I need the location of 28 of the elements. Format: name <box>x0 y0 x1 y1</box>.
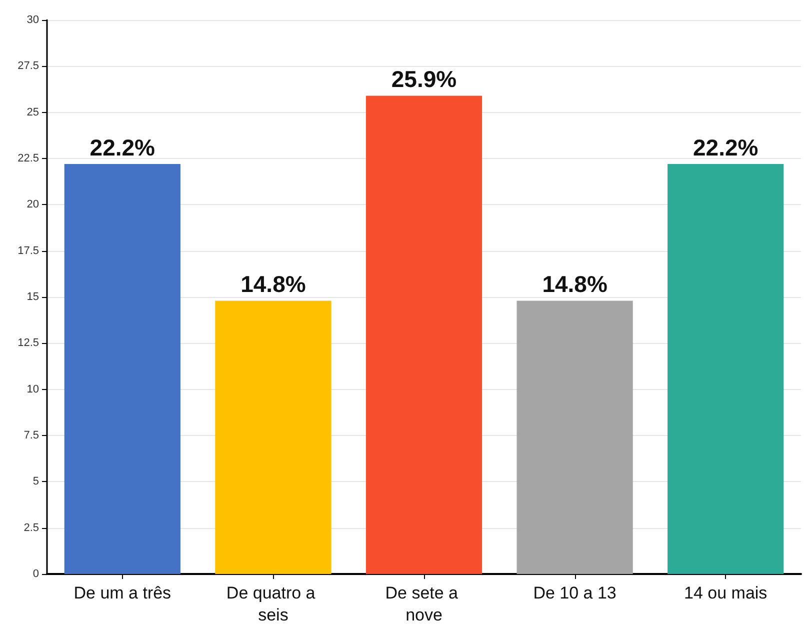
bar <box>366 96 482 574</box>
y-tick-label: 5 <box>32 476 39 488</box>
y-tick-label: 15 <box>26 291 39 303</box>
bar <box>516 300 633 574</box>
data-label: 22.2% <box>692 134 758 161</box>
x-tick-label: De quatro a seis <box>226 584 320 624</box>
data-label: 14.8% <box>542 271 608 298</box>
bar <box>215 300 332 574</box>
y-tick-label: 0 <box>32 568 39 580</box>
data-label: 25.9% <box>391 66 457 92</box>
bar <box>668 164 784 574</box>
y-tick-label: 10 <box>26 383 39 396</box>
y-tick-label: 30 <box>26 14 39 26</box>
y-tick-label: 7.5 <box>24 430 39 442</box>
x-tick-label: De sete a nove <box>385 584 463 624</box>
x-tick-label: De um a três <box>74 584 172 602</box>
x-tick-label: De 10 a 13 <box>533 584 616 602</box>
y-tick-label: 22.5 <box>18 152 39 164</box>
y-tick-label: 25 <box>26 106 39 118</box>
bar <box>64 164 180 574</box>
y-tick-label: 2.5 <box>24 522 39 534</box>
y-tick-label: 12.5 <box>18 337 39 350</box>
y-tick-label: 20 <box>26 198 39 211</box>
data-label: 14.8% <box>240 271 306 298</box>
x-tick-label: 14 ou mais <box>684 584 768 602</box>
data-label: 22.2% <box>90 134 156 161</box>
y-tick-label: 17.5 <box>18 244 39 257</box>
y-tick-label: 27.5 <box>18 60 39 72</box>
